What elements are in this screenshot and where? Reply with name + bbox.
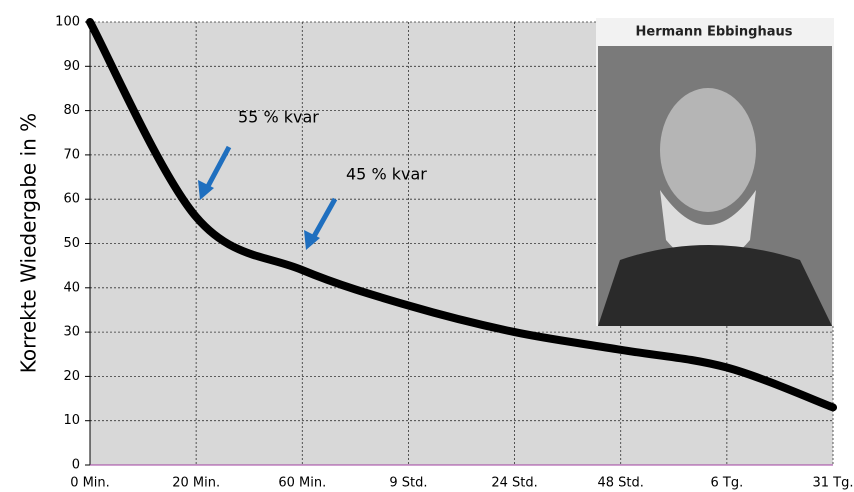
y-tick-label: 80 <box>63 103 80 118</box>
y-tick-label: 20 <box>63 369 80 384</box>
y-tick-label: 40 <box>63 280 80 295</box>
x-tick-label: 6 Tg. <box>710 476 743 491</box>
y-tick-label: 70 <box>63 147 80 162</box>
y-tick-label: 50 <box>63 236 80 251</box>
y-tick-label: 100 <box>55 15 80 30</box>
annotation: 55 % kvar <box>238 108 319 127</box>
x-tick-label: 24 Std. <box>491 476 537 491</box>
x-tick-label: 9 Std. <box>389 476 427 491</box>
x-tick-label: 20 Min. <box>172 476 220 491</box>
y-tick-label: 60 <box>63 192 80 207</box>
photo-caption: Hermann Ebbinghaus <box>636 25 793 40</box>
portrait: Hermann Ebbinghaus <box>596 18 834 326</box>
y-tick-label: 90 <box>63 59 80 74</box>
y-axis-label: Korrekte Wiedergabe in % <box>17 113 41 373</box>
x-tick-label: 31 Tg. <box>813 476 854 491</box>
annotation: 45 % kvar <box>346 165 427 184</box>
x-tick-label: 60 Min. <box>278 476 326 491</box>
face <box>660 88 756 212</box>
y-tick-label: 0 <box>72 458 80 473</box>
y-tick-label: 10 <box>63 413 80 428</box>
x-tick-label: 48 Std. <box>598 476 644 491</box>
chart: Korrekte Wiedergabe in % 55 % kvar 45 % … <box>0 0 854 492</box>
y-tick-label: 30 <box>63 325 80 340</box>
x-tick-label: 0 Min. <box>70 476 110 491</box>
